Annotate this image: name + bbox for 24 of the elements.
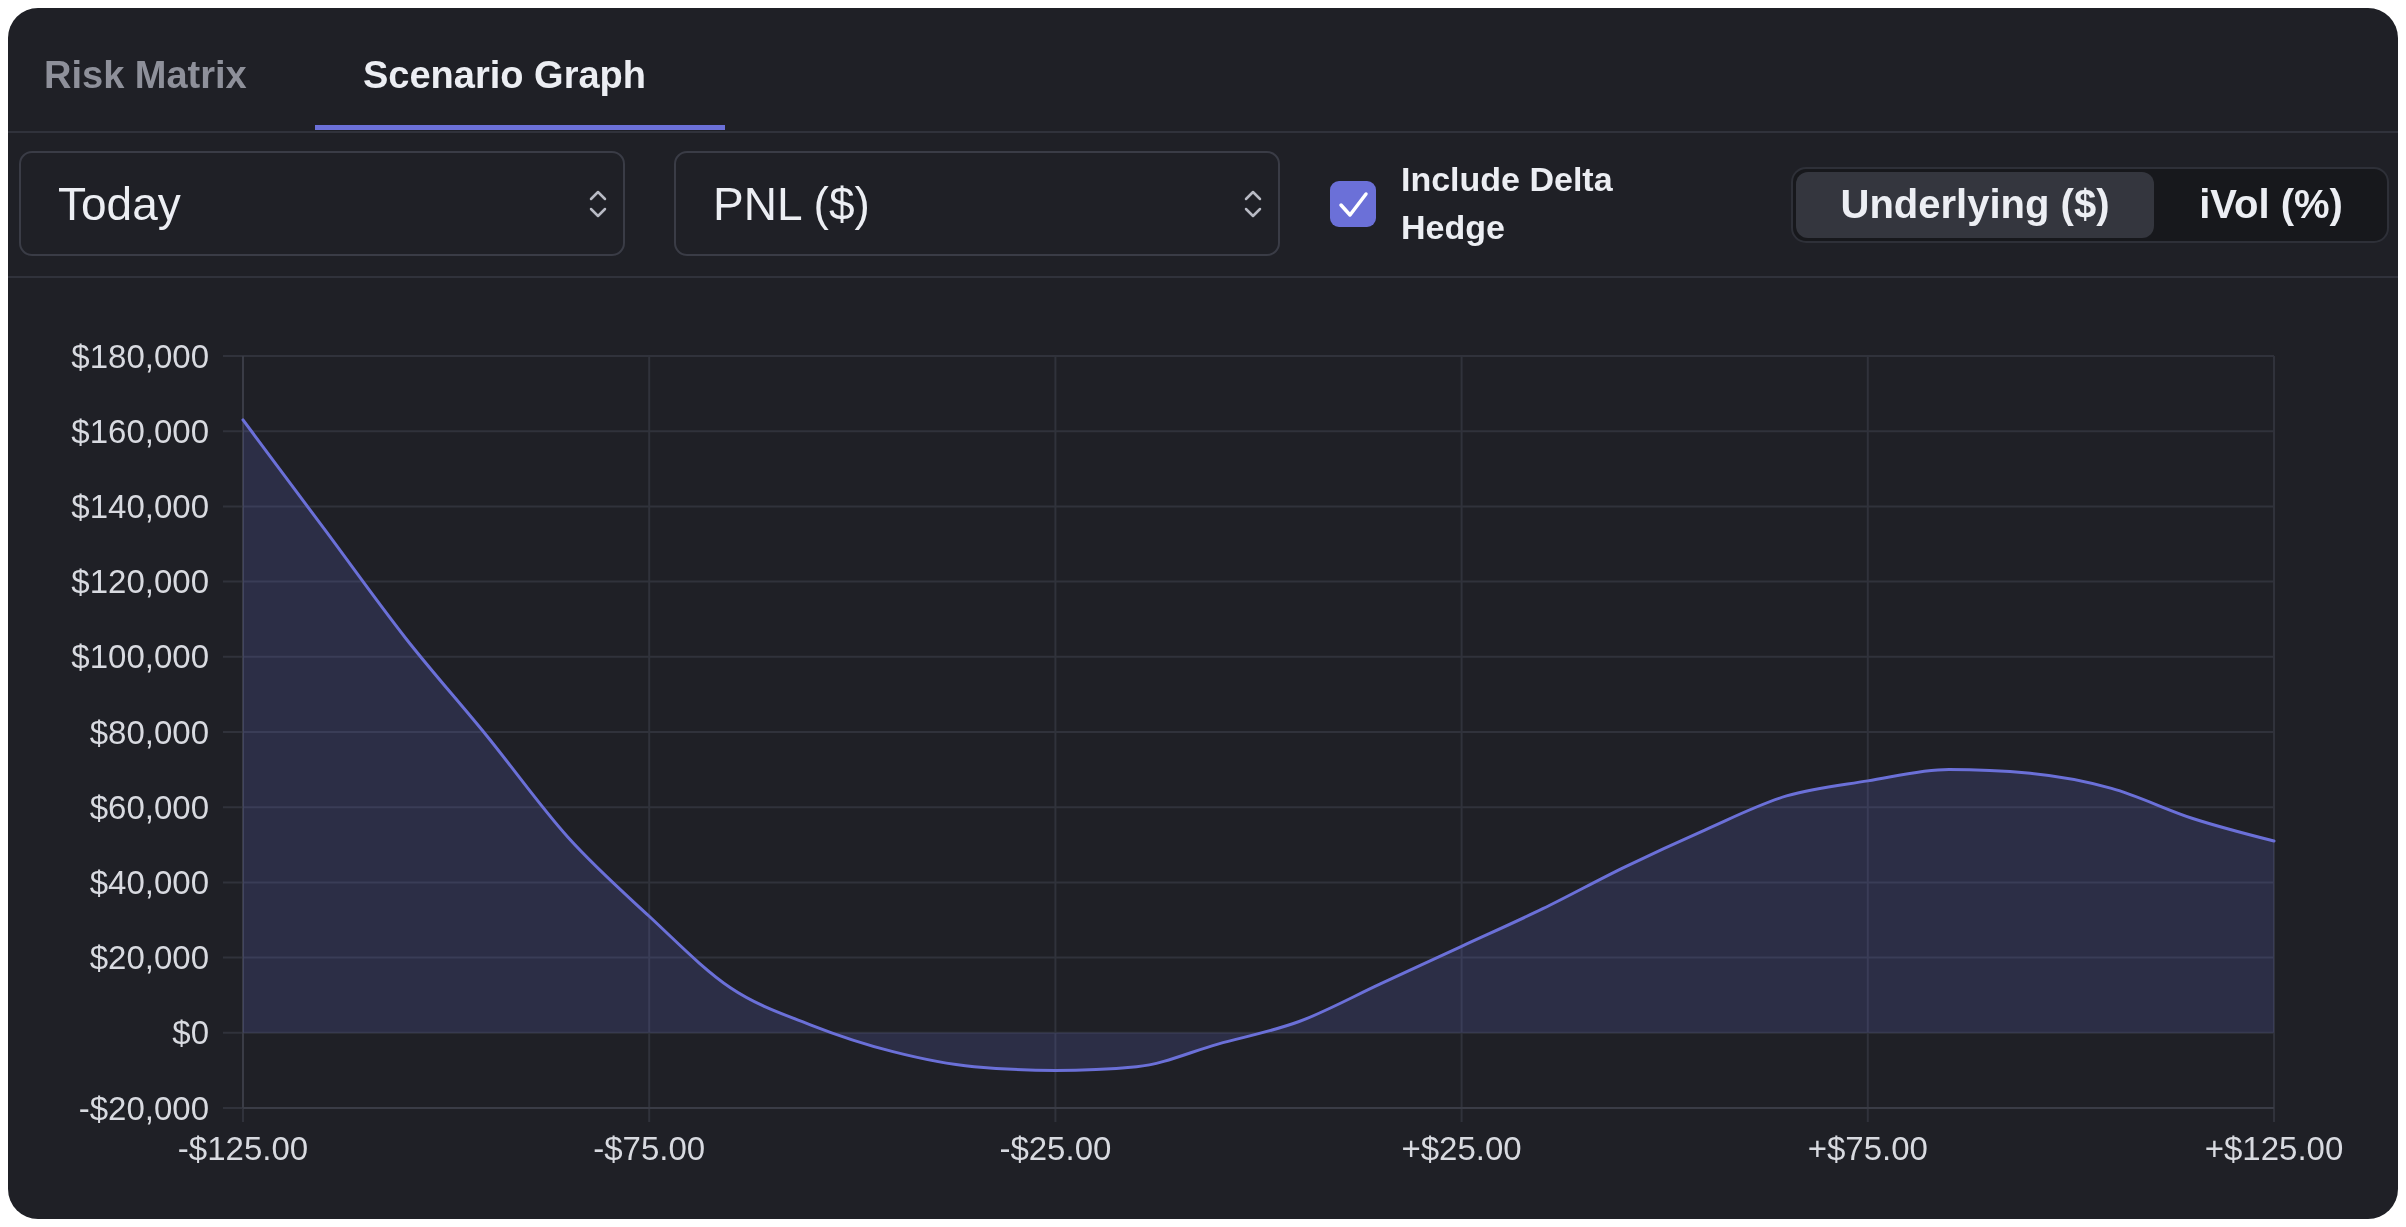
x-tick-label: +$75.00 (1807, 1130, 1928, 1167)
x-tick-label: -$25.00 (999, 1130, 1112, 1167)
text: Today (58, 178, 181, 230)
text: iVol (%) (2199, 182, 2343, 226)
y-tick-label: $180,000 (71, 337, 209, 375)
y-tick-label: $60,000 (89, 788, 209, 826)
y-tick-label: $120,000 (71, 563, 209, 601)
text: Include Delta Hedge (1401, 160, 1614, 246)
text: Risk Matrix (44, 54, 247, 96)
y-tick-label: $80,000 (89, 713, 209, 751)
y-tick-label: $140,000 (71, 487, 209, 525)
x-tick-label: +$25.00 (1401, 1130, 1522, 1167)
y-tick-label: $40,000 (89, 863, 209, 901)
text: Scenario Graph (363, 54, 646, 96)
y-tick-label: -$20,000 (78, 1089, 209, 1127)
text: Underlying ($) (1840, 182, 2110, 226)
y-tick-label: $160,000 (71, 412, 209, 450)
x-tick-label: +$125.00 (2204, 1130, 2344, 1167)
y-tick-label: $20,000 (89, 939, 209, 977)
y-tick-label: $100,000 (71, 638, 209, 676)
y-tick-label: $0 (172, 1014, 209, 1052)
x-tick-label: -$125.00 (177, 1130, 309, 1167)
x-tick-label: -$75.00 (593, 1130, 706, 1167)
text: PNL ($) (713, 178, 870, 230)
